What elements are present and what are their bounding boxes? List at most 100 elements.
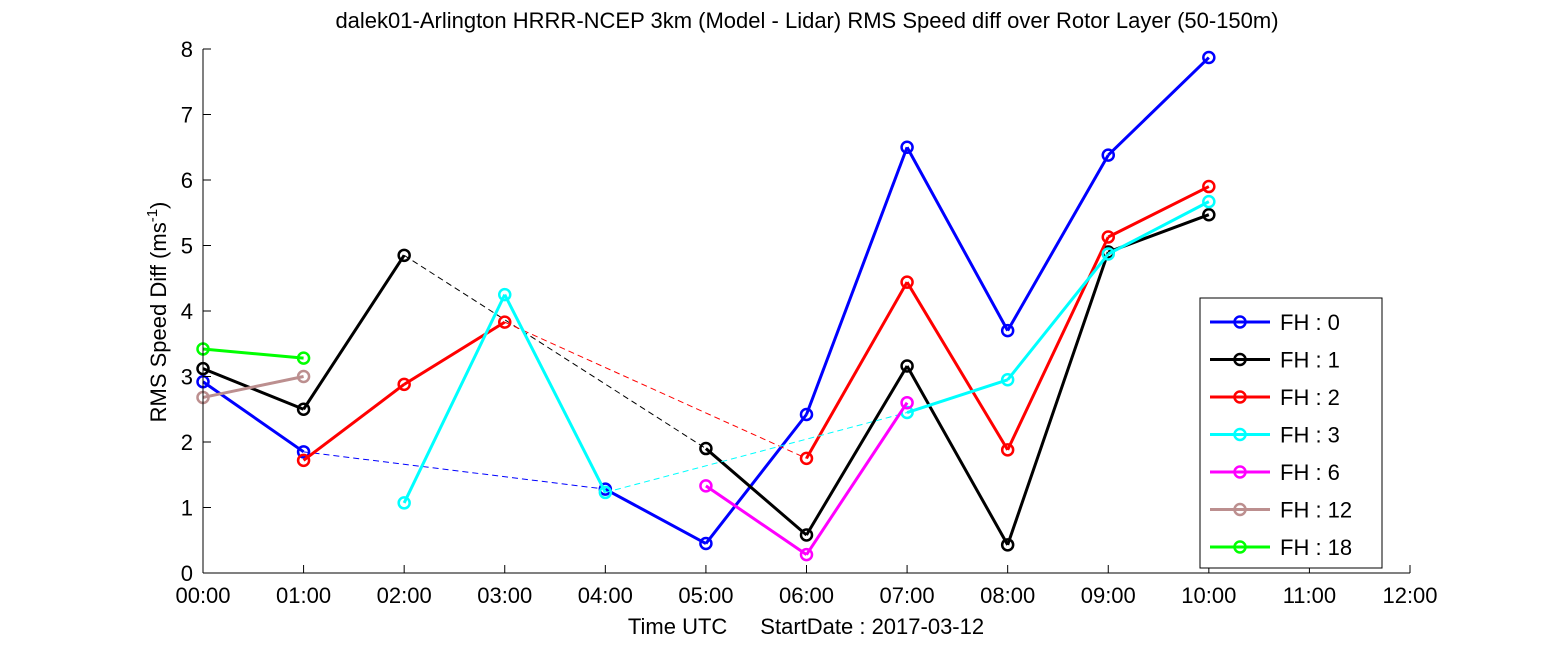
data-point bbox=[900, 359, 914, 373]
legend-marker bbox=[1233, 465, 1247, 479]
series-line-segment bbox=[905, 146, 1009, 332]
series-line-segment bbox=[604, 487, 707, 545]
x-axis-label-main: Time UTC bbox=[628, 614, 728, 639]
data-point bbox=[900, 140, 914, 154]
series-fh-12 bbox=[196, 369, 311, 405]
y-tick-label: 8 bbox=[181, 37, 193, 62]
series-line-segment bbox=[302, 383, 406, 462]
legend-item: FH : 6 bbox=[1210, 460, 1340, 485]
y-tick-label: 4 bbox=[181, 299, 193, 324]
legend-marker bbox=[1233, 540, 1247, 554]
x-tick-label: 07:00 bbox=[880, 583, 935, 608]
series-line-segment bbox=[202, 367, 305, 411]
legend-item: FH : 12 bbox=[1210, 498, 1352, 523]
x-tick-label: 09:00 bbox=[1081, 583, 1136, 608]
x-tick-label: 01:00 bbox=[276, 583, 331, 608]
series-line-segment bbox=[905, 281, 1009, 451]
series-fh-1 bbox=[196, 207, 1216, 552]
series-fh-6 bbox=[699, 395, 914, 562]
data-point bbox=[900, 275, 914, 289]
series-line-segment bbox=[202, 375, 304, 399]
series-line-segment bbox=[402, 293, 507, 504]
x-tick-label: 00:00 bbox=[175, 583, 230, 608]
legend-item: FH : 2 bbox=[1210, 385, 1340, 410]
y-tick-label: 3 bbox=[181, 365, 193, 390]
series-line-segment bbox=[704, 447, 808, 537]
y-tick-label: 1 bbox=[181, 496, 193, 521]
data-point bbox=[799, 528, 814, 542]
series-line-segment bbox=[805, 401, 909, 556]
y-axis-label-close: ) bbox=[146, 202, 171, 209]
series-line-segment bbox=[805, 365, 909, 536]
series-line-segment bbox=[704, 413, 808, 545]
y-axis-label-sup: -1 bbox=[144, 209, 161, 222]
y-tick-label: 2 bbox=[181, 430, 193, 455]
data-point bbox=[1101, 148, 1115, 162]
legend-label: FH : 3 bbox=[1280, 423, 1340, 448]
data-point bbox=[1000, 538, 1015, 552]
data-point bbox=[1000, 323, 1015, 338]
y-tick-label: 6 bbox=[181, 168, 193, 193]
legend-item: FH : 0 bbox=[1210, 310, 1340, 335]
x-tick-label: 10:00 bbox=[1181, 583, 1236, 608]
y-tick-label: 0 bbox=[181, 561, 193, 586]
data-point bbox=[699, 479, 713, 493]
data-point bbox=[1101, 230, 1115, 244]
x-tick-label: 04:00 bbox=[578, 583, 633, 608]
series-line-segment bbox=[1006, 154, 1110, 332]
data-point bbox=[296, 351, 311, 365]
x-tick-label: 06:00 bbox=[779, 583, 834, 608]
series-line-segment bbox=[1006, 253, 1110, 381]
x-tick-label: 05:00 bbox=[678, 583, 733, 608]
series-line-segment bbox=[503, 293, 607, 494]
data-point bbox=[1202, 207, 1216, 222]
data-point bbox=[799, 451, 814, 466]
series-gap-segment bbox=[403, 254, 707, 449]
legend-label: FH : 1 bbox=[1280, 348, 1340, 373]
data-point bbox=[699, 441, 713, 456]
data-point bbox=[397, 377, 411, 392]
legend-label: FH : 2 bbox=[1280, 385, 1340, 410]
data-point bbox=[296, 453, 311, 468]
data-point bbox=[397, 496, 411, 510]
data-point bbox=[1000, 443, 1015, 457]
data-point bbox=[498, 287, 512, 302]
series-line-segment bbox=[805, 146, 909, 416]
x-tick-label: 11:00 bbox=[1283, 583, 1336, 608]
legend-item: FH : 3 bbox=[1210, 423, 1340, 448]
series-line-segment bbox=[202, 380, 305, 454]
series-line-segment bbox=[805, 281, 909, 460]
legend-label: FH : 0 bbox=[1280, 310, 1340, 335]
legend-marker bbox=[1233, 502, 1247, 517]
legend-marker bbox=[1233, 352, 1247, 367]
series-line-segment bbox=[906, 378, 1009, 414]
y-axis-label-text: RMS Speed Diff (ms bbox=[146, 222, 171, 422]
x-axis-label: Time UTC StartDate : 2017-03-12 bbox=[628, 614, 984, 639]
legend-marker bbox=[1233, 390, 1247, 404]
legend-label: FH : 6 bbox=[1280, 460, 1340, 485]
data-point bbox=[900, 395, 914, 410]
data-point bbox=[1202, 179, 1216, 194]
series-gap-segment bbox=[504, 321, 807, 459]
y-tick-label: 7 bbox=[181, 103, 193, 128]
data-point bbox=[296, 369, 311, 384]
series-line-segment bbox=[705, 484, 808, 556]
legend-marker bbox=[1233, 427, 1247, 442]
data-point bbox=[296, 445, 311, 459]
series-fh-0 bbox=[196, 50, 1216, 551]
data-point bbox=[296, 402, 311, 416]
series-fh-3 bbox=[397, 194, 1216, 510]
legend-label: FH : 18 bbox=[1280, 535, 1352, 560]
series-line-segment bbox=[1107, 200, 1210, 256]
data-point bbox=[799, 547, 814, 562]
data-point bbox=[1000, 373, 1015, 387]
data-point bbox=[699, 536, 713, 551]
chart-title: dalek01-Arlington HRRR-NCEP 3km (Model -… bbox=[335, 8, 1278, 33]
x-tick-label: 03:00 bbox=[477, 583, 532, 608]
series-line-segment bbox=[1006, 236, 1110, 451]
series-line-segment bbox=[403, 320, 506, 386]
legend-item: FH : 1 bbox=[1210, 348, 1340, 373]
series-line-segment bbox=[302, 254, 406, 411]
data-point bbox=[1101, 247, 1115, 261]
